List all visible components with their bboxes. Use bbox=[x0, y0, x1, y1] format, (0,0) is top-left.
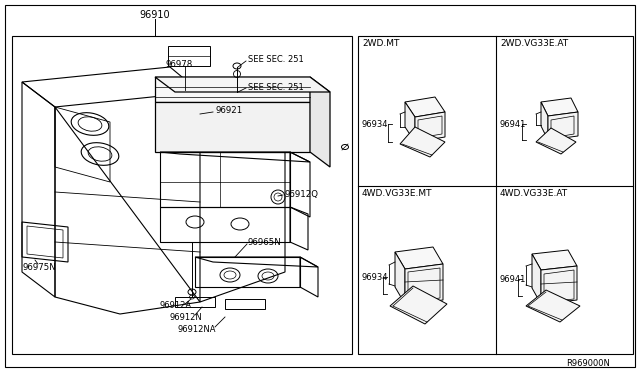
Polygon shape bbox=[532, 250, 577, 270]
Polygon shape bbox=[548, 112, 578, 140]
Polygon shape bbox=[536, 128, 576, 154]
Text: 96910: 96910 bbox=[140, 10, 170, 20]
Polygon shape bbox=[155, 102, 310, 152]
Text: 96941: 96941 bbox=[500, 119, 526, 128]
Text: 96912Q: 96912Q bbox=[285, 189, 319, 199]
Text: 96921: 96921 bbox=[215, 106, 243, 115]
Text: 2WD.MT: 2WD.MT bbox=[362, 38, 399, 48]
Text: 96934: 96934 bbox=[362, 273, 388, 282]
Bar bbox=[358, 36, 633, 354]
Text: R969000N: R969000N bbox=[566, 359, 610, 368]
Polygon shape bbox=[541, 102, 548, 140]
Polygon shape bbox=[405, 97, 445, 117]
Polygon shape bbox=[155, 77, 310, 102]
Polygon shape bbox=[155, 77, 330, 92]
Polygon shape bbox=[405, 264, 443, 304]
Polygon shape bbox=[541, 98, 578, 116]
Text: 96934: 96934 bbox=[362, 119, 388, 128]
Polygon shape bbox=[400, 127, 445, 157]
Text: 96912NA: 96912NA bbox=[178, 324, 216, 334]
Polygon shape bbox=[395, 252, 405, 304]
Text: 4WD.VG33E.AT: 4WD.VG33E.AT bbox=[500, 189, 568, 198]
Text: 96941: 96941 bbox=[500, 275, 526, 283]
Bar bbox=[12, 36, 352, 354]
Text: SEE SEC. 251: SEE SEC. 251 bbox=[248, 55, 304, 64]
Text: 96965N: 96965N bbox=[248, 237, 282, 247]
Polygon shape bbox=[390, 286, 447, 324]
Text: 2WD.VG33E.AT: 2WD.VG33E.AT bbox=[500, 38, 568, 48]
Polygon shape bbox=[541, 266, 577, 304]
Text: SEE SEC. 251: SEE SEC. 251 bbox=[248, 83, 304, 92]
Polygon shape bbox=[310, 77, 330, 167]
Text: 96978: 96978 bbox=[165, 60, 192, 68]
Polygon shape bbox=[415, 112, 445, 142]
Polygon shape bbox=[526, 290, 580, 322]
Text: 96912N: 96912N bbox=[170, 312, 203, 321]
Polygon shape bbox=[532, 254, 541, 304]
Text: 4WD.VG33E.MT: 4WD.VG33E.MT bbox=[362, 189, 433, 198]
Text: 96912A: 96912A bbox=[160, 301, 192, 310]
Polygon shape bbox=[405, 102, 415, 142]
Polygon shape bbox=[395, 247, 443, 269]
Text: 96975N: 96975N bbox=[22, 263, 56, 272]
